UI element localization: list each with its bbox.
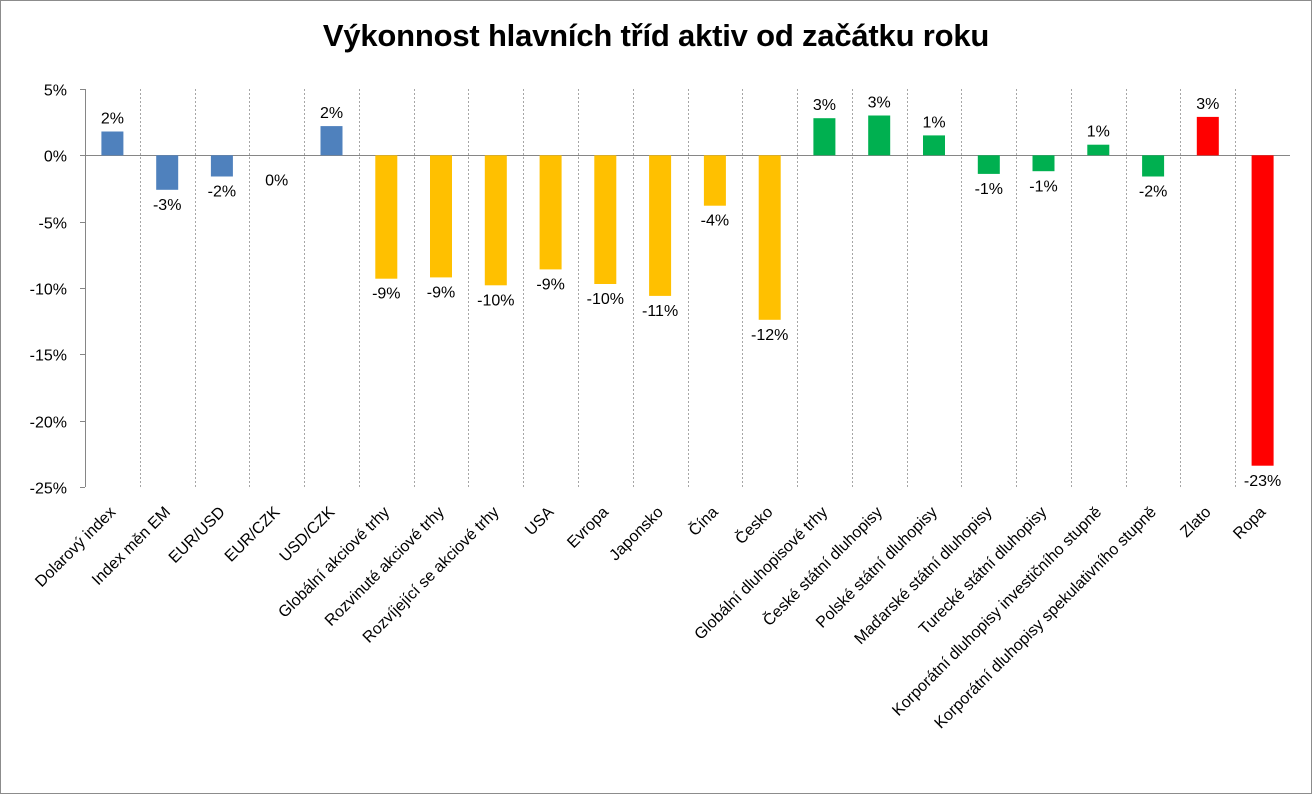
data-label: -10% [477, 292, 514, 309]
data-label: 0% [265, 172, 288, 189]
category-label: Česko [731, 502, 777, 548]
data-label: -1% [1029, 178, 1057, 195]
gridlines [140, 89, 1236, 487]
category-label: Japonsko [606, 504, 667, 565]
data-label: 3% [868, 95, 891, 112]
data-label: -23% [1244, 473, 1281, 490]
axes: 5% 0% -5% -10% -15% -20% -25% [30, 83, 1290, 498]
data-label: -9% [427, 284, 455, 301]
bar [430, 155, 452, 278]
bar [210, 155, 233, 177]
data-label: -12% [751, 327, 788, 344]
bar [977, 155, 1000, 174]
data-label: 1% [922, 114, 945, 131]
data-label: -2% [208, 184, 236, 201]
bar [1142, 155, 1165, 177]
bar [1087, 144, 1110, 156]
bar [868, 115, 891, 156]
category-label: Globální akciové trhy [275, 504, 393, 622]
category-label: Čína [684, 502, 721, 539]
bar [594, 155, 617, 284]
bar [320, 126, 343, 156]
y-tick-label: -10% [30, 282, 67, 299]
data-label: 1% [1087, 124, 1110, 141]
bar [703, 155, 726, 206]
bar [813, 118, 836, 156]
data-label: 2% [101, 111, 124, 128]
bar [758, 155, 781, 320]
data-label: 3% [1196, 96, 1219, 113]
bar [1196, 116, 1219, 156]
data-label: -9% [372, 286, 400, 303]
bar [539, 155, 562, 270]
category-label: USA [522, 504, 558, 540]
bar [101, 131, 124, 156]
data-label: -10% [587, 291, 624, 308]
data-label: -9% [536, 276, 564, 293]
category-label: Korporátní dluhopisy investičního stupně [889, 504, 1105, 720]
category-label: Evropa [564, 504, 612, 552]
y-tick-label: 5% [44, 83, 67, 100]
y-tick-label: 0% [44, 149, 67, 166]
category-label: EUR/CZK [222, 504, 284, 566]
data-label: -4% [701, 213, 729, 230]
bar [1251, 155, 1274, 466]
y-tick-label: -25% [30, 481, 67, 498]
data-label: 3% [813, 97, 836, 114]
bar [1032, 155, 1055, 172]
y-tick-label: -5% [39, 216, 67, 233]
data-label: -11% [642, 303, 678, 320]
bars [101, 115, 1274, 466]
bar [649, 155, 672, 296]
data-label: -3% [153, 197, 181, 214]
category-label: Zlato [1177, 504, 1214, 541]
bar [375, 155, 398, 279]
category-label: Ropa [1230, 504, 1269, 543]
bar [484, 155, 507, 286]
bar [156, 155, 179, 190]
y-tick-label: -15% [30, 348, 67, 365]
data-label: -2% [1139, 184, 1167, 201]
bar [923, 135, 945, 156]
data-label: -1% [975, 181, 1003, 198]
data-label: 2% [320, 105, 343, 122]
chart-title: Výkonnost hlavních tříd aktiv od začátku… [322, 18, 990, 53]
category-label: EUR/USD [166, 504, 229, 567]
data-labels: 2% -3% -2% 0% 2% -9% -9% -10% -9% -10% -11% -4% -12%… [101, 95, 1281, 490]
y-tick-label: -20% [30, 415, 67, 432]
